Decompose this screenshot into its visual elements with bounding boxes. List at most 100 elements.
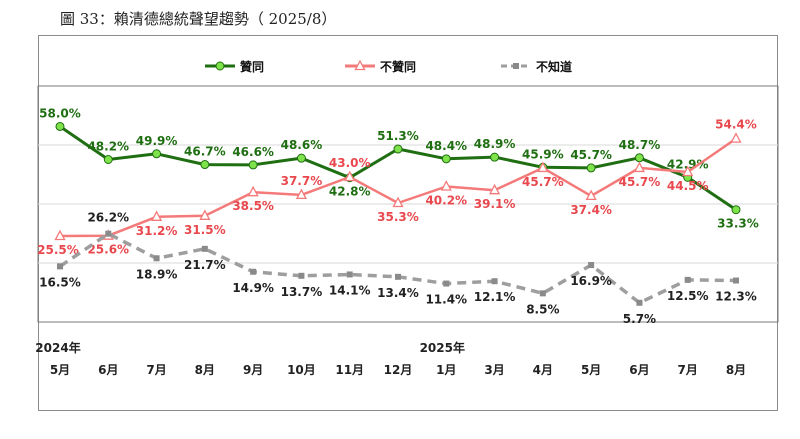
series-2-point-8 (443, 280, 450, 287)
series-0-point-0 (55, 121, 65, 131)
x-tick-2: 7月 (146, 363, 166, 377)
series-2-point-2 (153, 255, 160, 262)
series-1-point-5 (295, 188, 308, 200)
series-0-point-3 (200, 160, 210, 170)
series-2-point-6 (346, 271, 353, 278)
series-2-label-5: 13.7% (281, 285, 323, 299)
series-2-label-1: 26.2% (87, 211, 129, 225)
x-tick-0: 5月 (50, 363, 70, 377)
series-1-point-12 (633, 161, 646, 173)
series-1-point-2 (150, 210, 163, 221)
series-2-point-10 (539, 290, 546, 297)
series-2-point-4 (250, 268, 257, 275)
series-2-point-14 (733, 277, 739, 284)
legend-item-2: 不知道 (501, 59, 572, 74)
series-0-point-14 (731, 205, 741, 215)
series-2-label-6: 14.1% (329, 283, 371, 297)
series-0-label-8: 48.4% (425, 139, 467, 153)
series-2-label-4: 14.9% (232, 281, 274, 295)
series-2-point-7 (395, 273, 401, 280)
legend-marker-1 (354, 59, 366, 71)
series-0-label-12: 48.7% (619, 138, 661, 152)
series-0-point-9 (490, 152, 500, 162)
series-0-point-11 (586, 163, 596, 173)
series-1-label-5: 37.7% (281, 174, 323, 188)
series-0-point-7 (393, 144, 403, 154)
x-tick-14: 8月 (726, 363, 746, 377)
x-tick-8: 1月 (436, 363, 456, 377)
series-1-label-8: 40.2% (425, 193, 467, 207)
legend-label-1: 不贊同 (380, 59, 416, 74)
series-2-label-7: 13.4% (377, 286, 419, 300)
series-0-label-3: 46.7% (184, 145, 226, 159)
series-2-label-3: 21.7% (184, 258, 226, 272)
series-1-point-13 (682, 165, 694, 177)
series-1-point-14 (730, 132, 742, 143)
series-0-label-9: 48.9% (474, 137, 516, 151)
series-1-point-0 (54, 229, 66, 241)
series-2-point-1 (105, 230, 112, 237)
series-0-label-2: 49.9% (136, 134, 178, 148)
series-0-label-0: 58.0% (39, 106, 81, 120)
series-1-label-14: 54.4% (715, 118, 757, 132)
series-1-point-4 (247, 185, 259, 197)
series-1-label-9: 39.1% (474, 197, 516, 211)
series-0-point-8 (441, 154, 451, 164)
series-2-label-14: 12.3% (715, 290, 757, 304)
series-1-point-3 (199, 209, 211, 220)
series-2-label-8: 11.4% (425, 293, 467, 307)
x-tick-9: 3月 (484, 363, 504, 377)
figure-title: 圖 33：賴清德總統聲望趨勢（ 2025/8） (60, 10, 337, 28)
series-2-label-9: 12.1% (474, 290, 516, 304)
series-2-point-13 (684, 276, 691, 283)
year-label-1: 2025年 (420, 340, 465, 355)
legend-marker-0 (215, 61, 225, 71)
x-tick-7: 12月 (384, 363, 413, 377)
series-1-point-6 (344, 170, 356, 182)
series-2-point-5 (298, 272, 305, 279)
series-1-label-13: 44.5% (667, 179, 709, 193)
legend-label-2: 不知道 (536, 59, 572, 74)
series-0-label-14: 33.3% (717, 217, 759, 231)
series-2-label-11: 16.9% (570, 274, 612, 288)
series-2-label-0: 16.5% (39, 275, 81, 289)
x-tick-5: 10月 (287, 363, 316, 377)
series-2-label-12: 5.7% (623, 312, 656, 326)
series-2-label-13: 12.5% (667, 289, 709, 303)
series-1-label-1: 25.6% (87, 243, 129, 257)
series-1-label-3: 31.5% (184, 223, 226, 237)
series-2-label-10: 8.5% (526, 302, 559, 316)
series-0-point-4 (248, 160, 258, 170)
series-0-label-1: 48.2% (87, 139, 129, 153)
series-2-point-3 (201, 245, 208, 252)
series-1-label-7: 35.3% (377, 210, 419, 224)
series-1-point-8 (440, 180, 452, 191)
series-2-point-0 (57, 263, 63, 270)
series-1-label-6: 43.0% (329, 156, 371, 170)
legend-item-1: 不贊同 (345, 59, 416, 74)
series-2-point-9 (491, 278, 498, 285)
series-1-label-2: 31.2% (136, 224, 178, 238)
series-0-label-7: 51.3% (377, 129, 419, 143)
x-tick-6: 11月 (335, 363, 364, 377)
series-0-label-6: 42.8% (329, 185, 371, 199)
series-0-label-13: 42.9% (667, 157, 709, 171)
x-tick-11: 5月 (581, 363, 601, 377)
year-label-0: 2024年 (35, 340, 80, 355)
series-0-label-10: 45.9% (522, 147, 564, 161)
legend-marker-2 (513, 63, 519, 69)
series-1-point-9 (488, 183, 501, 195)
x-tick-10: 4月 (533, 363, 553, 377)
series-0-point-2 (152, 149, 162, 159)
series-1-point-7 (392, 196, 404, 208)
x-tick-1: 6月 (98, 363, 118, 377)
series-1-label-10: 45.7% (522, 175, 564, 189)
series-1-label-0: 25.5% (37, 243, 79, 257)
series-1-label-11: 37.4% (570, 203, 612, 217)
series-0-point-12 (634, 153, 644, 163)
x-tick-3: 8月 (195, 363, 215, 377)
series-1-point-10 (537, 161, 549, 173)
x-tick-4: 9月 (243, 363, 263, 377)
series-0-point-1 (103, 154, 113, 164)
